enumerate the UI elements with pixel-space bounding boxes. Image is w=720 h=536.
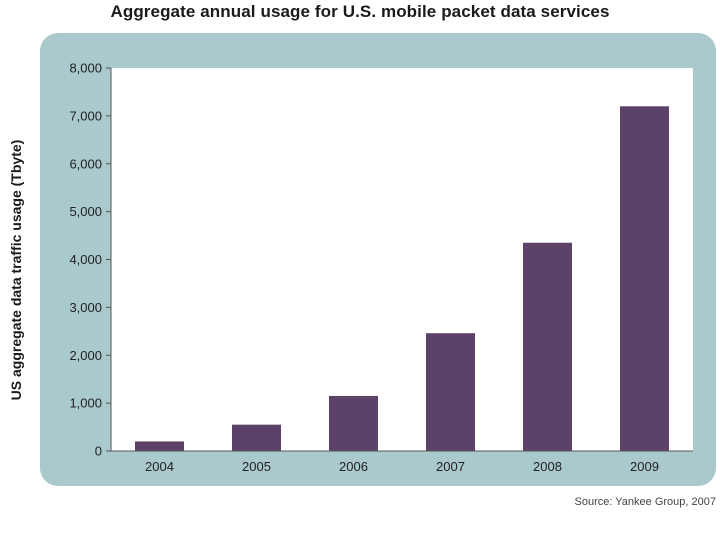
bar-2008 xyxy=(523,242,572,451)
source-note: Source: Yankee Group, 2007 xyxy=(574,496,716,508)
y-tick-label: 0 xyxy=(95,444,102,459)
x-tick-label: 2004 xyxy=(145,459,174,474)
y-tick-label: 2,000 xyxy=(69,348,102,363)
y-axis: 0 1,000 2,000 3,000 4,000 5,000 6,000 7,000 8,00… xyxy=(69,61,111,459)
bar-2005 xyxy=(232,424,281,451)
bar-2009 xyxy=(620,106,669,452)
chart-title: Aggregate annual usage for U.S. mobile p… xyxy=(110,2,610,21)
y-tick-label: 3,000 xyxy=(69,300,102,315)
x-tick-label: 2007 xyxy=(436,459,465,474)
x-tick-label: 2005 xyxy=(242,459,271,474)
y-tick-label: 1,000 xyxy=(69,396,102,411)
x-axis: 2004 2005 2006 2007 2008 2009 xyxy=(145,459,659,474)
y-tick-label: 5,000 xyxy=(69,204,102,219)
y-tick-label: 8,000 xyxy=(69,61,102,76)
y-tick-label: 7,000 xyxy=(69,108,102,123)
bar-series xyxy=(135,106,669,452)
x-tick-label: 2008 xyxy=(533,459,562,474)
x-tick-label: 2006 xyxy=(339,459,368,474)
bar-2004 xyxy=(135,441,184,451)
y-tick-label: 6,000 xyxy=(69,156,102,171)
x-tick-label: 2009 xyxy=(630,459,659,474)
bar-2006 xyxy=(329,395,378,451)
bar-2007 xyxy=(426,333,475,451)
plot-area xyxy=(111,68,693,451)
y-tick-label: 4,000 xyxy=(69,252,102,267)
